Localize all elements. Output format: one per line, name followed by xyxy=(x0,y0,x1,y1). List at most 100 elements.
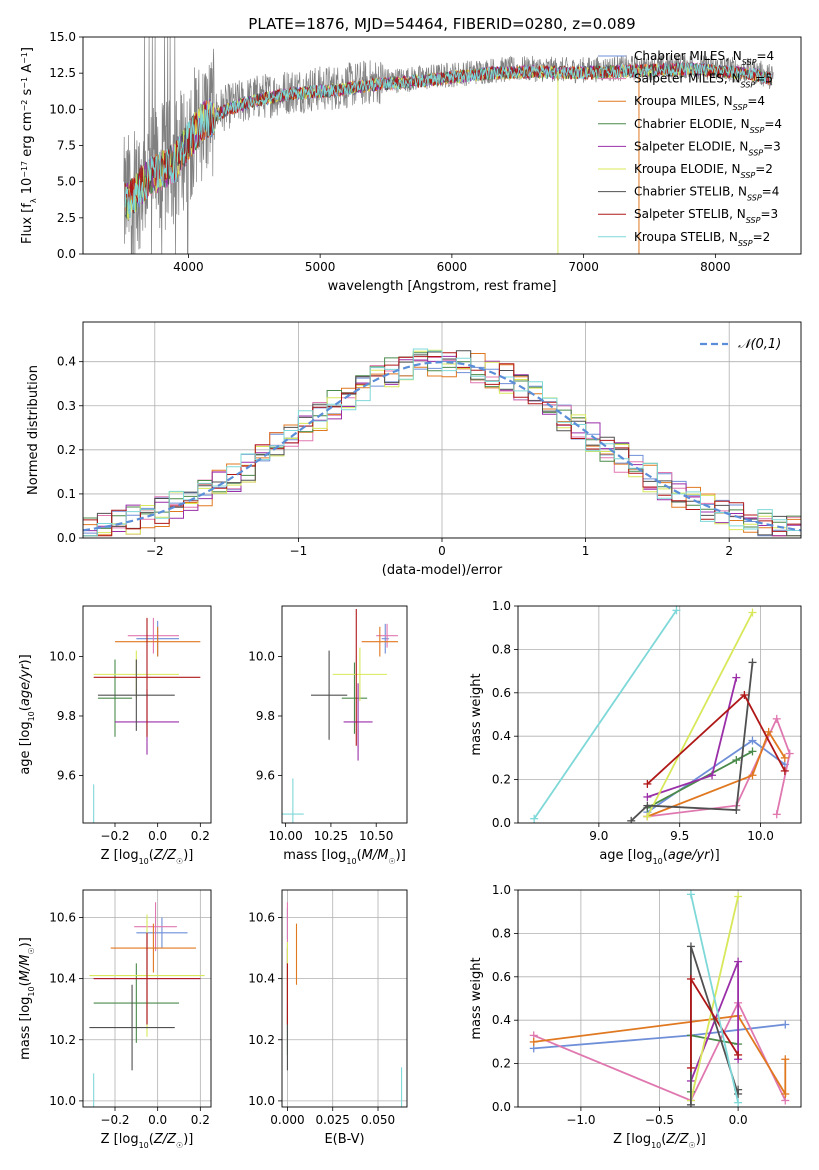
age-vs-metallicity-panel: −0.2 0.0 0.29.69.810.0Z [log10(Z/Z☉)]age [… xyxy=(18,605,212,866)
x-tick-label: −0.2 xyxy=(100,829,129,843)
label-part: −2 xyxy=(20,100,29,112)
y-tick-label: 0.6 xyxy=(492,686,511,700)
legend-entry: Salpeter MILES, NSSP=5 xyxy=(634,72,773,90)
y-tick-label: 9.8 xyxy=(256,709,275,723)
legend-count: =4 xyxy=(756,49,774,63)
plot-area xyxy=(518,890,801,1107)
label-part: ( xyxy=(357,848,362,863)
x-tick-label: 0.0 xyxy=(148,1113,167,1127)
legend-sub: SSP xyxy=(741,171,756,180)
label-part: 10 xyxy=(27,986,36,996)
label-part: wavelength [Angstrom, rest frame] xyxy=(328,279,557,294)
y-tick-label: 0.8 xyxy=(492,642,511,656)
label-part: mass [ xyxy=(18,1016,33,1059)
y-tick-label: 9.6 xyxy=(57,768,76,782)
legend-entry: Chabrier STELIB, NSSP=4 xyxy=(634,185,779,203)
y-tick-label: 0.8 xyxy=(492,926,511,940)
legend-name: Chabrier MILES, N xyxy=(634,49,742,63)
label-part: log xyxy=(18,721,33,741)
legend-name: Salpeter ELODIE, N xyxy=(634,139,748,153)
plot-area xyxy=(93,617,201,823)
label-part: ( xyxy=(18,981,33,986)
label-part: )] xyxy=(696,1132,706,1147)
label-part: log xyxy=(631,1132,651,1147)
label-part: 10 xyxy=(653,857,663,866)
label-part: age/yr xyxy=(18,663,33,706)
y-axis-label: Flux [fλ 10−17 erg cm−2 s−1 A−1] xyxy=(20,47,38,244)
label-part: ☉ xyxy=(689,1141,696,1150)
y-tick-label: 10.0 xyxy=(248,1094,275,1108)
label-part: ☉ xyxy=(176,1141,183,1150)
legend-count: =4 xyxy=(762,185,780,199)
legend-count: =2 xyxy=(753,230,771,244)
legend-name: Kroupa MILES, N xyxy=(634,94,733,108)
x-tick-label: 1 xyxy=(582,544,590,558)
weight-line xyxy=(690,894,739,1103)
gaussian-curve xyxy=(83,360,801,532)
legend-sub: SSP xyxy=(750,125,765,134)
label-part: s xyxy=(20,88,35,99)
label-part: Normed distribution xyxy=(26,365,41,495)
y-tick-label: 0.0 xyxy=(57,247,76,261)
legend-count: =2 xyxy=(755,162,773,176)
label-part: Z/Z xyxy=(153,848,177,863)
x-tick-label: 4000 xyxy=(173,260,204,274)
label-part: 10 xyxy=(27,711,36,721)
label-part: ] xyxy=(18,654,33,659)
plot-area xyxy=(282,890,407,1107)
y-tick-label: 10.2 xyxy=(248,1033,275,1047)
y-tick-label: 7.5 xyxy=(57,139,76,153)
axes-frame xyxy=(82,36,802,255)
axes-frame xyxy=(82,321,802,539)
y-axis-label: mass [log10(M/M☉)] xyxy=(18,937,36,1060)
label-part: −1 xyxy=(20,52,29,64)
label-part: 10 xyxy=(651,1141,661,1150)
legend-name: Kroupa STELIB, N xyxy=(634,230,738,244)
label-part: Z [ xyxy=(613,1132,631,1147)
mass-vs-metallicity-panel: −0.2 0.0 0.210.010.210.410.6Z [log10(Z/Z☉)… xyxy=(18,889,212,1150)
x-tick-label: 9.0 xyxy=(589,829,608,843)
weight-line xyxy=(533,1014,787,1098)
y-tick-label: 9.8 xyxy=(57,709,76,723)
label-part: −17 xyxy=(20,161,29,178)
label-part: )] xyxy=(396,848,406,863)
y-tick-label: 0.1 xyxy=(57,487,76,501)
legend-entry: Kroupa STELIB, NSSP=2 xyxy=(634,230,770,248)
axes-frame xyxy=(517,889,802,1108)
legend-name: Chabrier STELIB, N xyxy=(634,185,747,199)
legend-entry: 𝒩(0,1) xyxy=(738,337,781,352)
weight-line xyxy=(646,612,754,817)
axes-frame xyxy=(82,605,212,824)
label-part: age/yr xyxy=(668,848,711,863)
spectrum-panel: 4000 5000 6000 7000 8000 0.0 2.5 5.0 7.5 10.0 12.5… xyxy=(20,30,802,294)
label-part: ( xyxy=(18,706,33,711)
x-axis-label: age [log10(age/yr)] xyxy=(599,848,719,866)
plot-area xyxy=(123,37,774,254)
label-part: ☉ xyxy=(388,857,395,866)
y-tick-label: 0.0 xyxy=(492,1100,511,1114)
x-axis-label: Z [log10(Z/Z☉)] xyxy=(101,1132,194,1150)
y-tick-label: 10.6 xyxy=(248,911,275,925)
label-part: Flux [f xyxy=(20,203,35,244)
x-tick-label: 10.0 xyxy=(747,829,774,843)
label-part: ☉ xyxy=(176,857,183,866)
x-tick-label: −0.5 xyxy=(645,1113,674,1127)
x-tick-label: 9.5 xyxy=(670,829,689,843)
y-axis-label: Normed distribution xyxy=(26,365,41,495)
x-axis-label: Z [log10(Z/Z☉)] xyxy=(613,1132,706,1150)
spectrum-model-line xyxy=(124,61,773,219)
legend-count: =4 xyxy=(747,94,765,108)
y-tick-label: 9.6 xyxy=(256,768,275,782)
legend: 𝒩(0,1) xyxy=(700,337,781,352)
x-tick-label: 0.2 xyxy=(191,1113,210,1127)
legend-name: Salpeter MILES, N xyxy=(634,72,741,86)
label-part: Z/Z xyxy=(153,1132,177,1147)
legend-entry: Chabrier MILES, NSSP=4 xyxy=(634,49,774,67)
legend-name: Chabrier ELODIE, N xyxy=(634,117,750,131)
label-part: 10 xyxy=(139,1141,149,1150)
label-part: ☉ xyxy=(27,947,36,954)
legend-entry: Kroupa MILES, NSSP=4 xyxy=(634,94,765,112)
legend-count: =3 xyxy=(760,207,778,221)
axes-frame xyxy=(82,889,212,1108)
label-part: 10 xyxy=(139,857,149,866)
